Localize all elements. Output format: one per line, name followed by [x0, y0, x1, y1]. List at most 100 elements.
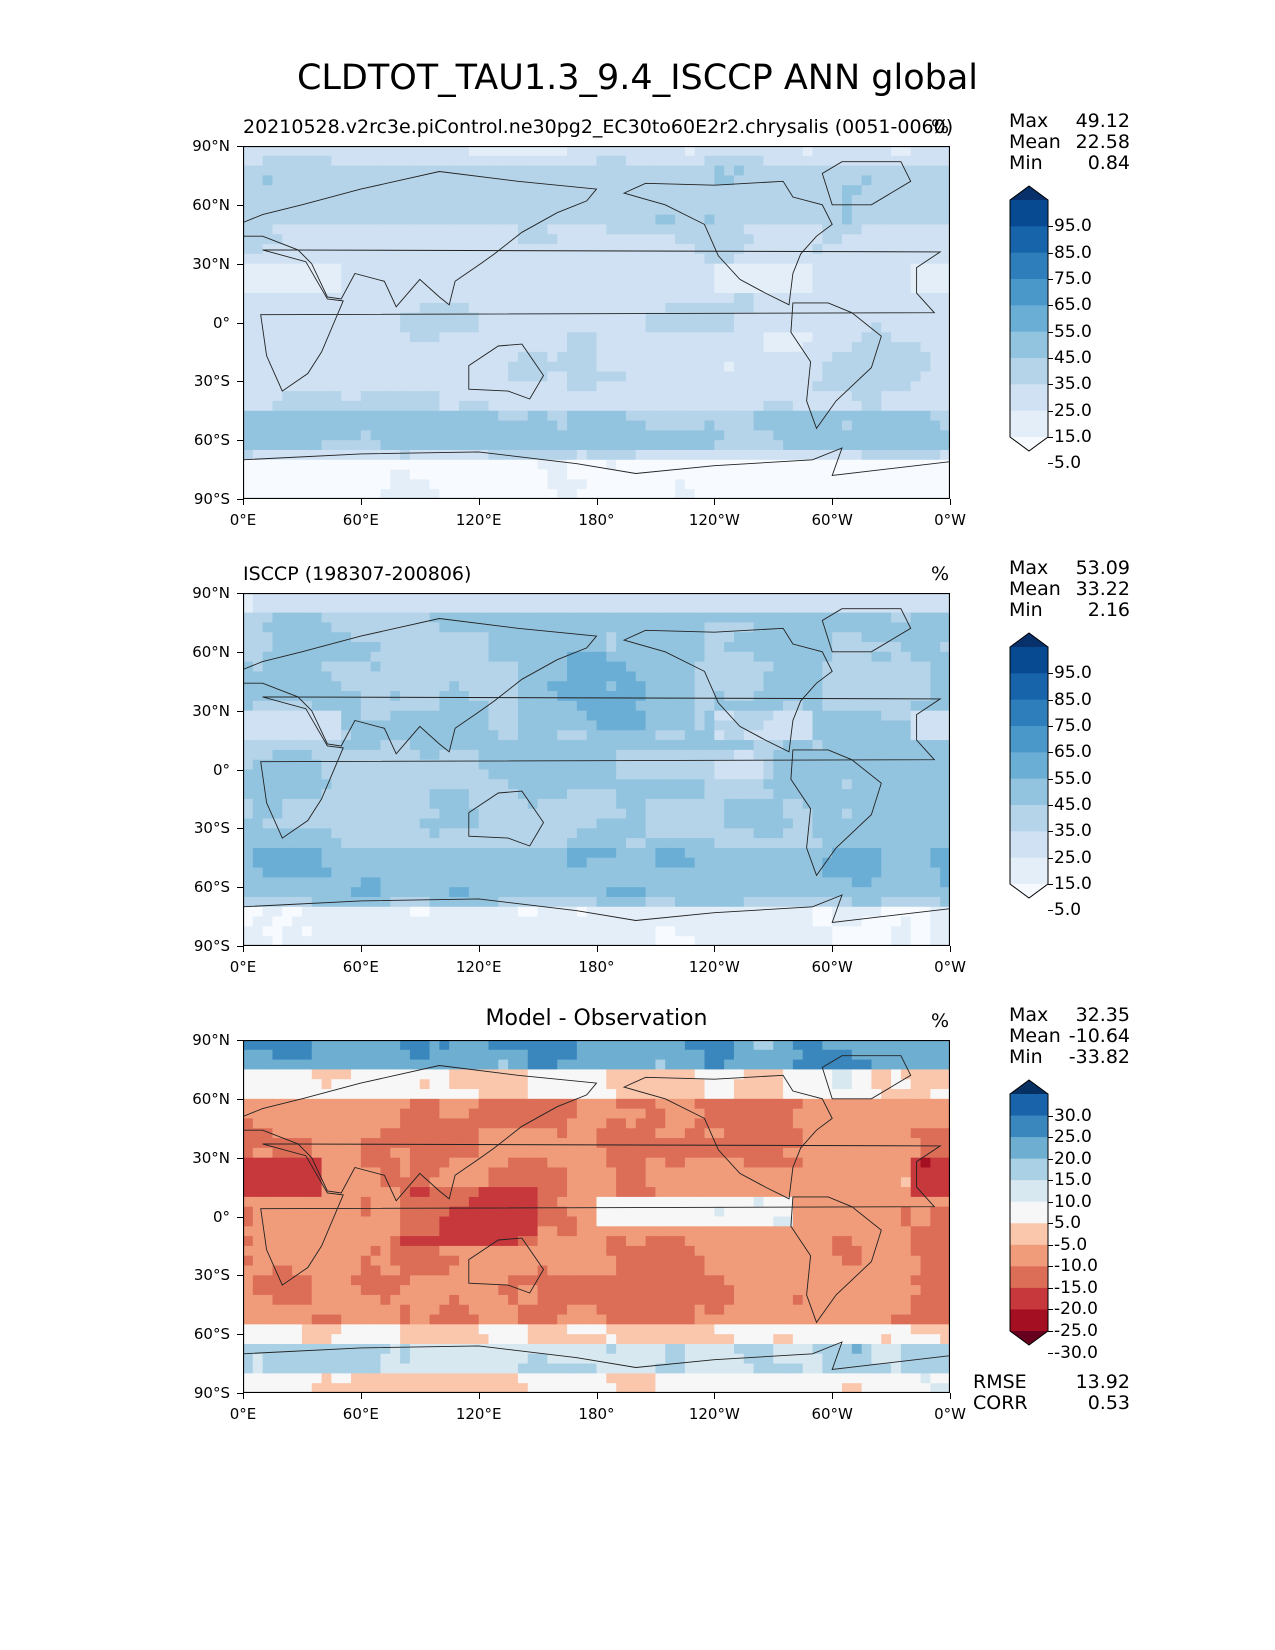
lon-tick: 60°E: [342, 1405, 379, 1423]
lon-tick: 180°: [578, 1405, 615, 1423]
colorbar-tick-mark: [1048, 331, 1053, 333]
lat-tick-mark: [237, 887, 243, 889]
colorbar-tick-mark: [1048, 831, 1053, 833]
panel-title: ISCCP (198307-200806): [243, 563, 472, 585]
colorbar-tick-mark: [1048, 1287, 1053, 1289]
lon-tick-mark: [832, 946, 834, 952]
lat-tick: 30°S: [193, 372, 230, 391]
colorbar-tick-label: -25.0: [1054, 1321, 1098, 1341]
coastlines: [243, 161, 950, 499]
colorbar-segment: [1010, 673, 1048, 701]
colorbar-tick-mark: [1048, 1266, 1053, 1268]
map-frame: [243, 146, 950, 499]
lon-tick: 120°W: [688, 958, 740, 976]
lon-tick-mark: [243, 1393, 244, 1399]
colorbar-segment: [1010, 1223, 1048, 1246]
colorbar-segment: [1010, 331, 1048, 359]
lat-tick: 30°S: [193, 819, 230, 838]
lat-tick: 60°S: [193, 878, 230, 897]
colorbar: [1009, 632, 1049, 899]
colorbar-segment: [1010, 410, 1048, 438]
colorbar-tick-label: 95.0: [1054, 216, 1092, 237]
lon-tick: 0°W: [934, 958, 966, 976]
lat-tick: 0°: [212, 1207, 230, 1226]
lon-tick-mark: [243, 946, 244, 952]
colorbar-tick-mark: [1048, 1244, 1053, 1246]
map-panel: [243, 593, 950, 946]
colorbar-tick-label: 20.0: [1054, 1148, 1092, 1169]
lat-tick-mark: [237, 322, 243, 324]
lon-tick-mark: [714, 946, 716, 952]
colorbar-tick-mark: [1048, 384, 1053, 386]
colorbar-tick-label: 55.0: [1054, 321, 1092, 342]
lat-tick-mark: [237, 1334, 243, 1336]
coastline-4: [468, 343, 545, 400]
colorbar-tick-mark: [1048, 1309, 1053, 1311]
stat-label-max: Max: [1009, 1004, 1049, 1026]
colorbar-tick-mark: [1048, 305, 1053, 307]
lat-tick: 30°N: [192, 254, 230, 273]
stat-value-max: 53.09: [1075, 557, 1130, 579]
colorbar-segment: [1010, 805, 1048, 832]
lat-tick: 60°N: [192, 1089, 230, 1108]
colorbar-segment: [1010, 1180, 1048, 1203]
lon-tick-mark: [596, 499, 598, 505]
map-frame: [243, 1040, 950, 1393]
colorbar-extend-bottom: [1010, 1331, 1048, 1345]
lon-tick: 180°: [578, 511, 615, 529]
lon-tick: 0°E: [229, 958, 257, 976]
lat-tick: 30°N: [192, 701, 230, 720]
colorbar-segment: [1010, 1244, 1048, 1267]
colorbar-tick-label: 25.0: [1054, 1127, 1092, 1148]
colorbar-tick-mark: [1048, 805, 1053, 806]
colorbar-segment: [1010, 226, 1048, 254]
colorbar-segment: [1010, 1266, 1048, 1289]
colorbar-tick-label: 45.0: [1054, 795, 1092, 815]
colorbar-tick-label: 25.0: [1054, 847, 1092, 868]
colorbar-tick-label: -30.0: [1054, 1342, 1098, 1363]
lon-tick-mark: [832, 1393, 834, 1399]
colorbar-segment: [1010, 279, 1048, 306]
lat-tick: 90°N: [192, 1031, 230, 1049]
coastline-6: [243, 1341, 950, 1393]
colorbar-extend-bottom: [1010, 437, 1048, 451]
lon-tick: 0°W: [934, 511, 966, 529]
lon-tick-mark: [360, 499, 362, 505]
lat-tick-mark: [237, 1098, 243, 1100]
stat-value-min: 2.16: [1087, 599, 1130, 621]
coastline-3: [790, 1196, 882, 1324]
coastline-2: [622, 180, 833, 306]
lat-tick-mark: [237, 499, 243, 500]
colorbar-tick-label: 65.0: [1054, 295, 1092, 316]
colorbar-tick-mark: [1048, 673, 1053, 675]
stat-label-corr: CORR: [973, 1392, 1028, 1414]
lon-tick-mark: [596, 946, 598, 952]
coastline-1: [243, 1065, 598, 1202]
lat-tick: 30°N: [192, 1148, 230, 1167]
colorbar-tick-mark: [1048, 1115, 1053, 1117]
units-label: %: [931, 563, 950, 585]
colorbar-segment: [1010, 358, 1048, 385]
lat-tick-mark: [237, 769, 243, 771]
lat-tick: 90°S: [193, 1384, 230, 1402]
lat-tick: 30°S: [193, 1266, 230, 1285]
panel-title: Model - Observation: [485, 1006, 708, 1031]
colorbar-tick-mark: [1048, 437, 1053, 438]
colorbar-tick-label: 85.0: [1054, 242, 1092, 263]
coastlines: [243, 608, 950, 946]
colorbar-segment: [1010, 647, 1048, 674]
map-panel: [243, 146, 950, 499]
lat-tick: 90°N: [192, 584, 230, 602]
lon-tick: 120°E: [455, 1405, 502, 1423]
lon-tick: 60°E: [342, 958, 379, 976]
colorbar-tick-label: 10.0: [1054, 1191, 1092, 1212]
colorbar-tick-label: 95.0: [1054, 663, 1092, 684]
lat-tick: 0°: [212, 313, 230, 332]
colorbar-tick-label: 55.0: [1054, 768, 1092, 789]
stat-label-mean: Mean: [1009, 1025, 1061, 1047]
lon-tick: 180°: [578, 958, 615, 976]
colorbar-segment: [1010, 1309, 1048, 1332]
stat-value-rmse: 13.92: [1075, 1371, 1130, 1393]
stat-value-mean: 22.58: [1075, 131, 1130, 153]
colorbar-segment: [1010, 699, 1048, 727]
